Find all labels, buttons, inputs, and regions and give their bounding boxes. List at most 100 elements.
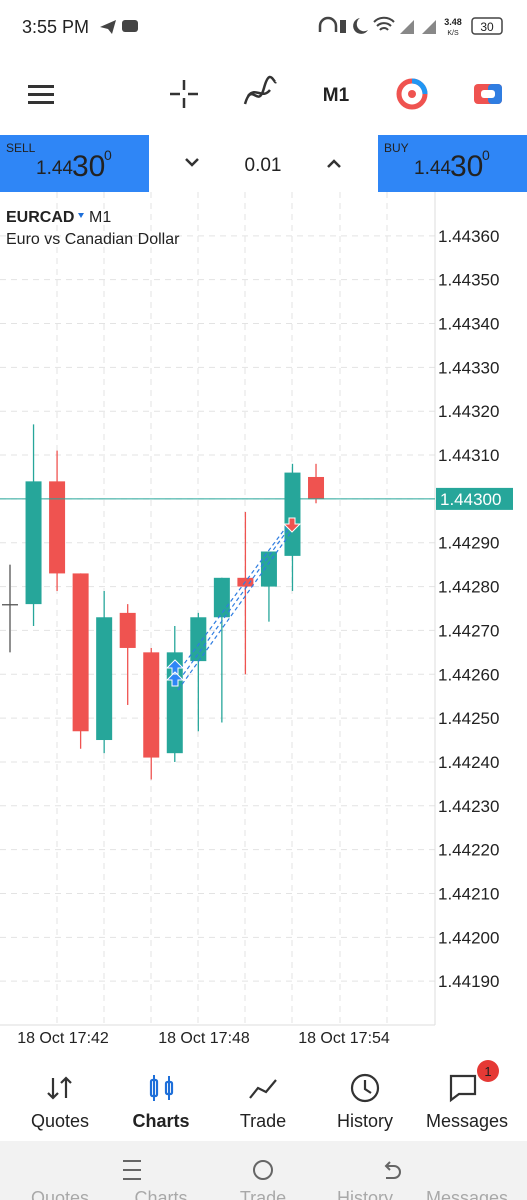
candles — [2, 424, 325, 780]
buy-arrow — [165, 659, 185, 687]
nav-label[interactable]: History — [337, 1111, 393, 1131]
status-time: 3:55 PM — [22, 17, 89, 37]
price-tick-label: 1.44200 — [438, 928, 499, 947]
candle-body — [72, 573, 89, 732]
headset-icon — [318, 16, 338, 32]
candle-body — [143, 652, 160, 758]
ghost-label: Trade — [240, 1188, 286, 1200]
home-button[interactable] — [253, 1160, 273, 1180]
price-tick-label: 1.44270 — [438, 621, 499, 640]
chart-timeframe: M1 — [89, 209, 111, 226]
nav-ghost: Quotes Charts Trade History Messages — [31, 1188, 508, 1200]
current-price-label: 1.44300 — [440, 490, 501, 509]
buy-price-big: 30 — [450, 150, 483, 183]
candle-body — [119, 612, 136, 648]
timeframe-button[interactable]: M1 — [323, 85, 350, 106]
net-speed-unit: K/S — [447, 30, 459, 37]
bottom-nav — [0, 1050, 527, 1140]
price-tick-label: 1.44230 — [438, 797, 499, 816]
ghost-label: Charts — [134, 1188, 187, 1200]
price-tick-label: 1.44350 — [438, 271, 499, 290]
candle-body — [49, 481, 66, 574]
candle-body — [260, 551, 277, 587]
dnd-icon — [353, 18, 368, 34]
buy-button[interactable] — [378, 135, 527, 192]
buy-price-main: 1.44 — [414, 158, 451, 179]
grid — [0, 192, 435, 1025]
battery-level: 30 — [480, 20, 494, 34]
nav-label[interactable]: Trade — [240, 1111, 286, 1131]
price-tick-label: 1.44240 — [438, 753, 499, 772]
history-icon[interactable] — [350, 1073, 380, 1103]
price-tick-label: 1.44190 — [438, 972, 499, 991]
battery-saver-icon — [340, 20, 346, 33]
nav-label-active[interactable]: Charts — [132, 1111, 189, 1131]
sell-price-big: 30 — [72, 150, 105, 183]
sell-label: SELL — [6, 141, 36, 155]
price-tick-label: 1.44250 — [438, 709, 499, 728]
price-tick-label: 1.44360 — [438, 227, 499, 246]
price-tick-label: 1.44340 — [438, 315, 499, 334]
buy-label: BUY — [384, 141, 409, 155]
price-tick-label: 1.44220 — [438, 841, 499, 860]
recents-button[interactable] — [123, 1160, 141, 1180]
sell-price-main: 1.44 — [36, 158, 73, 179]
buy-price-sup: 0 — [482, 147, 490, 163]
current-price-box — [436, 487, 513, 510]
menu-button[interactable] — [28, 85, 54, 104]
chart-description: Euro vs Canadian Dollar — [6, 231, 180, 248]
ghost-label: Quotes — [31, 1188, 89, 1200]
candle-body — [284, 472, 301, 556]
system-nav — [0, 1141, 527, 1200]
history-hands — [363, 1080, 372, 1094]
time-label: 18 Oct 17:54 — [298, 1030, 390, 1047]
candle-body — [213, 577, 230, 618]
app-icon — [122, 20, 138, 32]
chart-symbol[interactable]: EURCAD — [6, 209, 74, 226]
lot-size[interactable]: 0.01 — [245, 155, 282, 176]
lot-decrease[interactable] — [185, 158, 199, 167]
sell-arrow — [282, 517, 302, 533]
badge — [477, 1060, 499, 1082]
oneclick-button[interactable] — [474, 84, 502, 104]
candle-body — [308, 476, 325, 499]
symbol-dropdown[interactable] — [78, 213, 84, 218]
wifi-icon — [373, 16, 395, 31]
back-button[interactable] — [384, 1161, 401, 1179]
net-speed: 3.48 — [444, 17, 462, 27]
price-tick-label: 1.44320 — [438, 402, 499, 421]
price-tick-label: 1.44310 — [438, 446, 499, 465]
candle-body — [25, 481, 42, 605]
trade-link — [171, 521, 295, 691]
price-tick-label: 1.44260 — [438, 665, 499, 684]
price-tick-label: 1.44210 — [438, 884, 499, 903]
candle-body — [96, 617, 113, 741]
signal-icon — [422, 20, 436, 34]
battery-icon — [471, 17, 503, 35]
quotes-icon[interactable] — [47, 1076, 72, 1100]
nav-label[interactable]: Quotes — [31, 1111, 89, 1131]
charts-icon[interactable] — [149, 1075, 174, 1101]
sell-price-sup: 0 — [104, 147, 112, 163]
candle-body — [2, 604, 18, 606]
trade-button[interactable] — [396, 78, 428, 110]
time-label: 18 Oct 17:48 — [158, 1030, 250, 1047]
telegram-icon — [100, 20, 116, 34]
nav-label[interactable]: Messages — [426, 1111, 508, 1131]
time-label: 18 Oct 17:42 — [17, 1030, 109, 1047]
indicators-button[interactable] — [243, 75, 278, 105]
crosshair-button[interactable] — [170, 80, 198, 108]
trade-icon[interactable] — [249, 1079, 277, 1099]
price-tick-label: 1.44290 — [438, 534, 499, 553]
sell-button[interactable] — [0, 135, 149, 192]
price-tick-label: 1.44330 — [438, 358, 499, 377]
ghost-label: Messages — [426, 1188, 508, 1200]
badge-count: 1 — [484, 1064, 491, 1079]
ghost-label: History — [337, 1188, 393, 1200]
lot-increase[interactable] — [327, 159, 341, 168]
price-tick-label: 1.44280 — [438, 578, 499, 597]
messages-icon[interactable] — [449, 1074, 477, 1103]
signal-icon — [400, 20, 414, 34]
